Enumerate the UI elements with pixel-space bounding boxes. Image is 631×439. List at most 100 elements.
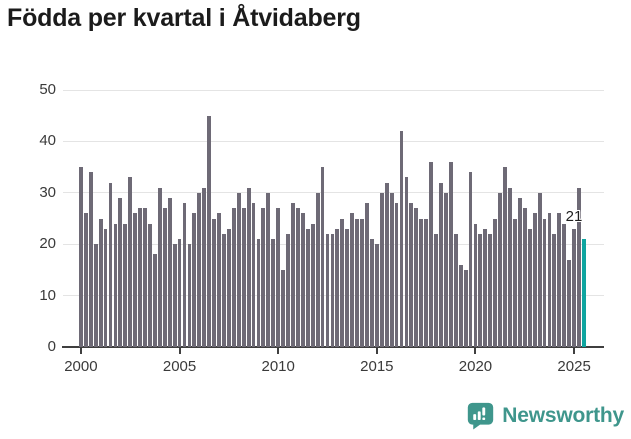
x-axis-label: 2020 <box>458 358 493 375</box>
bar-2005Q4 <box>192 213 197 347</box>
bar-2006Q1 <box>197 192 202 347</box>
bar-2005Q3 <box>187 244 192 347</box>
x-axis-label: 2015 <box>360 358 394 375</box>
bar-2006Q2 <box>202 187 207 347</box>
bar-2021Q3 <box>503 167 507 347</box>
bar-2003Q4 <box>152 254 157 347</box>
bar-2015Q2 <box>379 192 384 347</box>
bar-2007Q2 <box>222 233 226 347</box>
bar-2019Q1 <box>453 233 458 347</box>
bar-2015Q1 <box>374 244 379 347</box>
bar-2002Q1 <box>118 197 123 347</box>
x-axis-tick <box>79 348 82 354</box>
bar-2001Q3 <box>108 182 113 347</box>
bar-2014Q1 <box>355 218 360 347</box>
bar-2003Q2 <box>143 208 147 347</box>
bar-2004Q4 <box>172 244 177 347</box>
bar-2024Q2 <box>557 213 562 347</box>
bar-2022Q2 <box>517 197 522 347</box>
last-value-label: 21 <box>565 208 583 226</box>
bar-2012Q4 <box>330 233 335 347</box>
bar-2024Q1 <box>552 233 557 347</box>
x-axis-tick <box>277 348 280 354</box>
bar-2002Q4 <box>133 213 138 347</box>
bar-2000Q4 <box>93 244 98 347</box>
bar-2019Q4 <box>468 172 473 347</box>
bar-2021Q1 <box>493 218 498 347</box>
bar-2003Q3 <box>148 223 152 347</box>
bar-2013Q2 <box>340 218 345 347</box>
bar-2018Q1 <box>434 233 438 347</box>
bar-2018Q2 <box>439 182 443 347</box>
bar-2016Q4 <box>409 203 414 347</box>
bar-2012Q3 <box>325 233 330 347</box>
bar-2015Q3 <box>384 182 389 347</box>
x-axis-label: 2005 <box>162 358 197 375</box>
bar-2021Q2 <box>498 192 503 347</box>
bar-2013Q3 <box>345 228 350 347</box>
bar-2018Q3 <box>443 192 448 347</box>
bar-2002Q2 <box>123 223 128 347</box>
bar-2008Q3 <box>246 187 251 347</box>
bar-2020Q4 <box>488 233 493 347</box>
bar-2001Q4 <box>113 223 118 347</box>
bar-2015Q4 <box>389 192 394 347</box>
bar-2024Q4 <box>567 259 572 347</box>
x-axis-line <box>62 346 604 348</box>
bar-2007Q1 <box>217 213 221 347</box>
bar-2023Q4 <box>547 213 552 347</box>
bar-2004Q3 <box>167 197 172 347</box>
bar-2017Q4 <box>429 161 433 347</box>
y-axis-label: 10 <box>39 286 56 304</box>
bar-2016Q1 <box>394 203 399 347</box>
x-axis-label: 2010 <box>261 358 295 375</box>
x-axis-tick <box>178 348 181 354</box>
bar-2011Q2 <box>300 213 305 347</box>
bar-2002Q3 <box>128 177 133 347</box>
bar-2005Q1 <box>177 239 182 347</box>
x-axis-label: 2000 <box>64 358 98 375</box>
bar-2000Q1 <box>79 167 83 347</box>
bar-2020Q1 <box>473 223 478 347</box>
bar-2020Q2 <box>478 233 483 347</box>
bar-2006Q3 <box>207 115 212 347</box>
bar-2022Q3 <box>522 208 527 347</box>
bar-2010Q3 <box>286 233 290 347</box>
bar-2006Q4 <box>212 218 216 347</box>
bar-2000Q2 <box>83 213 88 347</box>
bar-2009Q2 <box>261 208 266 347</box>
bar-2014Q4 <box>369 239 374 347</box>
newsworthy-logo[interactable]: Newsworthy <box>466 401 624 430</box>
bar-2011Q4 <box>310 223 315 347</box>
bar-2009Q4 <box>271 239 276 347</box>
y-axis-label: 50 <box>39 81 56 98</box>
newsworthy-logo-text: Newsworthy <box>502 403 624 427</box>
bar-2024Q3 <box>562 223 567 347</box>
x-axis-label: 2025 <box>557 358 591 375</box>
x-axis-tick <box>573 348 576 354</box>
bar-2023Q1 <box>532 213 537 347</box>
bar-2004Q2 <box>162 208 167 347</box>
highlighted-bar-2025Q3 <box>582 239 586 347</box>
bar-2005Q2 <box>182 203 187 347</box>
y-axis-label: 40 <box>39 132 56 150</box>
x-axis-tick <box>474 348 477 354</box>
bar-2013Q1 <box>335 228 340 347</box>
chart-title: Födda per kvartal i Åtvidaberg <box>7 4 361 32</box>
bar-2000Q3 <box>88 172 93 347</box>
bar-2008Q1 <box>236 192 241 347</box>
bar-2008Q2 <box>241 208 246 347</box>
bar-2004Q1 <box>157 187 162 347</box>
bar-2025Q1 <box>572 228 577 347</box>
bar-2017Q1 <box>414 208 419 347</box>
bar-2023Q2 <box>537 192 542 347</box>
bar-2003Q1 <box>138 208 142 347</box>
bar-2008Q4 <box>251 203 256 347</box>
gridline <box>63 192 604 194</box>
bar-2009Q3 <box>266 192 271 347</box>
gridline <box>63 140 604 142</box>
bar-2001Q2 <box>103 228 108 347</box>
bar-2013Q4 <box>350 213 355 347</box>
bar-2014Q2 <box>360 218 364 347</box>
